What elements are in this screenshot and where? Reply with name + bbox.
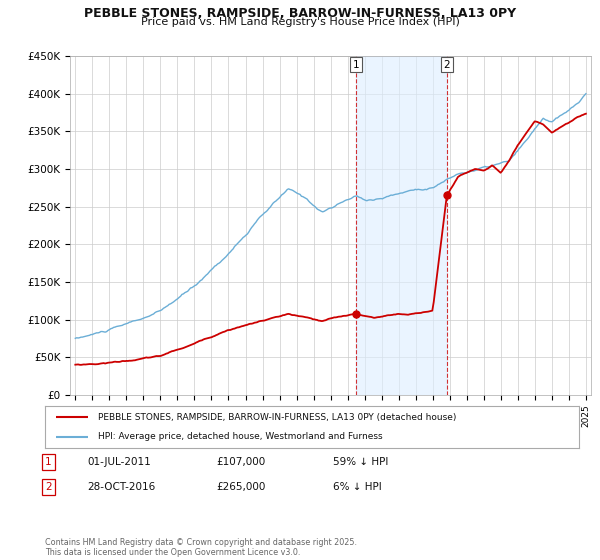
Text: 01-JUL-2011: 01-JUL-2011 [87, 457, 151, 467]
Text: PEBBLE STONES, RAMPSIDE, BARROW-IN-FURNESS, LA13 0PY (detached house): PEBBLE STONES, RAMPSIDE, BARROW-IN-FURNE… [98, 413, 457, 422]
Text: 59% ↓ HPI: 59% ↓ HPI [333, 457, 388, 467]
Text: 2: 2 [443, 60, 450, 70]
Text: £265,000: £265,000 [216, 482, 265, 492]
Text: £107,000: £107,000 [216, 457, 265, 467]
Text: 1: 1 [45, 457, 52, 467]
Bar [356, 56, 447, 395]
Text: Price paid vs. HM Land Registry's House Price Index (HPI): Price paid vs. HM Land Registry's House … [140, 17, 460, 27]
Text: 6% ↓ HPI: 6% ↓ HPI [333, 482, 382, 492]
Text: PEBBLE STONES, RAMPSIDE, BARROW-IN-FURNESS, LA13 0PY: PEBBLE STONES, RAMPSIDE, BARROW-IN-FURNE… [84, 7, 516, 20]
Text: 2: 2 [45, 482, 52, 492]
Text: Contains HM Land Registry data © Crown copyright and database right 2025.
This d: Contains HM Land Registry data © Crown c… [45, 538, 357, 557]
Text: 28-OCT-2016: 28-OCT-2016 [87, 482, 155, 492]
Text: HPI: Average price, detached house, Westmorland and Furness: HPI: Average price, detached house, West… [98, 432, 383, 441]
Text: 1: 1 [353, 60, 359, 70]
